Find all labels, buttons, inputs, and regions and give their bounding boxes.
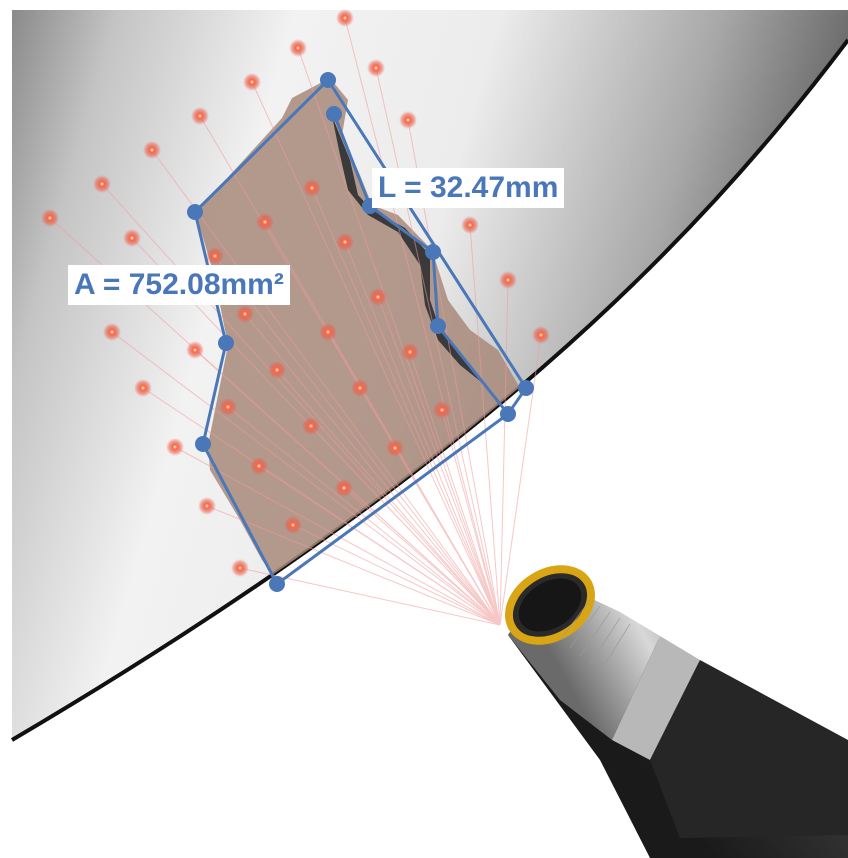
area-vertex	[187, 204, 203, 220]
length-vertex	[326, 106, 342, 122]
area-vertex	[218, 335, 234, 351]
area-vertex	[518, 380, 534, 396]
length-vertex	[430, 318, 446, 334]
area-vertex	[269, 576, 285, 592]
borescope-probe-icon	[505, 565, 848, 858]
length-vertex	[425, 244, 441, 260]
length-measurement-label: L = 32.47mm	[372, 168, 565, 208]
laser-dots	[41, 9, 550, 577]
area-vertex	[195, 436, 211, 452]
pipe-edge	[10, 38, 848, 742]
area-vertex	[320, 72, 336, 88]
area-measurement-label: A = 752.08mm²	[68, 265, 290, 305]
